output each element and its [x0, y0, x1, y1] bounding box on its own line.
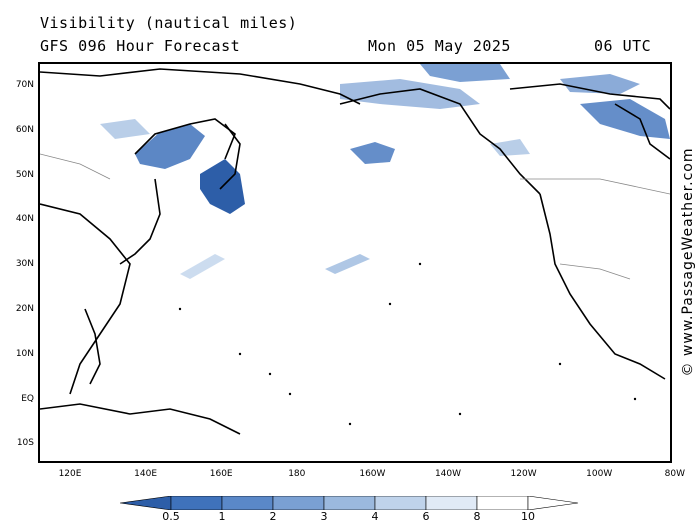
coastlines — [40, 68, 670, 435]
legend-swatch-3 — [323, 496, 376, 510]
legend-label-2: 2 — [269, 510, 277, 523]
haze-streak-4 — [490, 139, 530, 156]
fog-area-hudson — [560, 74, 640, 94]
lon-label-100w: 100W — [586, 469, 613, 479]
lon-label-120w: 120W — [510, 469, 537, 479]
pacific-islands — [178, 262, 637, 426]
visibility-map[interactable] — [38, 62, 672, 463]
haze-streak-3 — [100, 119, 150, 139]
lat-label-40n: 40N — [15, 214, 34, 225]
coast-japan — [119, 178, 161, 265]
fog-area-arctic — [420, 64, 510, 82]
lat-label-70n: 70N — [15, 80, 34, 90]
forecast-label: GFS 096 Hour Forecast — [40, 37, 241, 55]
lat-label-eq: EQ — [21, 393, 34, 404]
visibility-shading — [100, 64, 670, 279]
haze-streak-1 — [325, 254, 370, 274]
lon-label-160e: 160E — [209, 469, 233, 479]
legend-arrow-high — [527, 496, 579, 510]
lon-label-160w: 160W — [359, 469, 386, 479]
map-title: Visibility (nautical miles) — [40, 14, 298, 32]
legend-label-7: 10 — [521, 510, 535, 523]
fog-area-okhotsk — [135, 124, 205, 169]
lat-label-10n: 10N — [15, 348, 34, 359]
coast-siberia — [40, 68, 361, 105]
coast-philippines — [84, 308, 101, 385]
lon-label-120e: 120E — [58, 469, 82, 479]
legend-swatch-6 — [476, 496, 529, 510]
lat-label-30n: 30N — [15, 259, 34, 270]
legend-label-0: 0.5 — [162, 510, 180, 523]
lon-label-80w: 80W — [664, 469, 685, 479]
coast-okhotsk — [134, 118, 236, 160]
legend-swatch-2 — [272, 496, 325, 510]
fog-area-bering — [340, 79, 480, 109]
coast-hudson — [614, 103, 670, 160]
border-us-mexico — [559, 263, 631, 280]
legend-swatch-1 — [221, 496, 274, 510]
forecast-date: Mon 05 May 2025 — [368, 37, 511, 55]
coast-indonesia — [40, 403, 241, 435]
fog-area-gulf-alaska — [350, 142, 395, 164]
coast-kamchatka — [219, 123, 241, 190]
legend-arrow-low — [120, 496, 172, 510]
border-china — [40, 153, 111, 180]
legend-label-1: 1 — [218, 510, 226, 523]
map-canvas — [40, 64, 670, 435]
legend-swatch-0 — [170, 496, 223, 510]
lat-label-20n: 20N — [15, 304, 34, 314]
lon-label-140e: 140E — [134, 469, 158, 479]
coast-north-america — [539, 193, 666, 380]
lat-label-60n: 60N — [15, 124, 34, 135]
coast-east-asia — [40, 203, 131, 395]
legend-label-5: 6 — [422, 510, 430, 523]
forecast-time: 06 UTC — [594, 37, 652, 55]
visibility-legend-bar — [120, 496, 579, 510]
credit-watermark: © www.PassageWeather.com — [680, 147, 696, 377]
haze-streak-2 — [180, 254, 225, 279]
legend-label-3: 3 — [320, 510, 328, 523]
legend-label-6: 8 — [473, 510, 481, 523]
lat-label-10s: 10S — [16, 438, 34, 449]
lon-label-140w: 140W — [434, 469, 462, 479]
lon-label-180: 180 — [288, 469, 306, 479]
lat-label-50n: 50N — [15, 169, 34, 180]
coast-alaska — [339, 88, 541, 195]
coast-canada-arctic — [509, 83, 670, 110]
legend-swatch-5 — [425, 496, 478, 510]
border-us-canada — [520, 178, 670, 195]
borders — [40, 153, 670, 280]
legend-swatch-4 — [374, 496, 427, 510]
legend-label-4: 4 — [371, 510, 379, 523]
fog-area-canada — [580, 99, 670, 139]
